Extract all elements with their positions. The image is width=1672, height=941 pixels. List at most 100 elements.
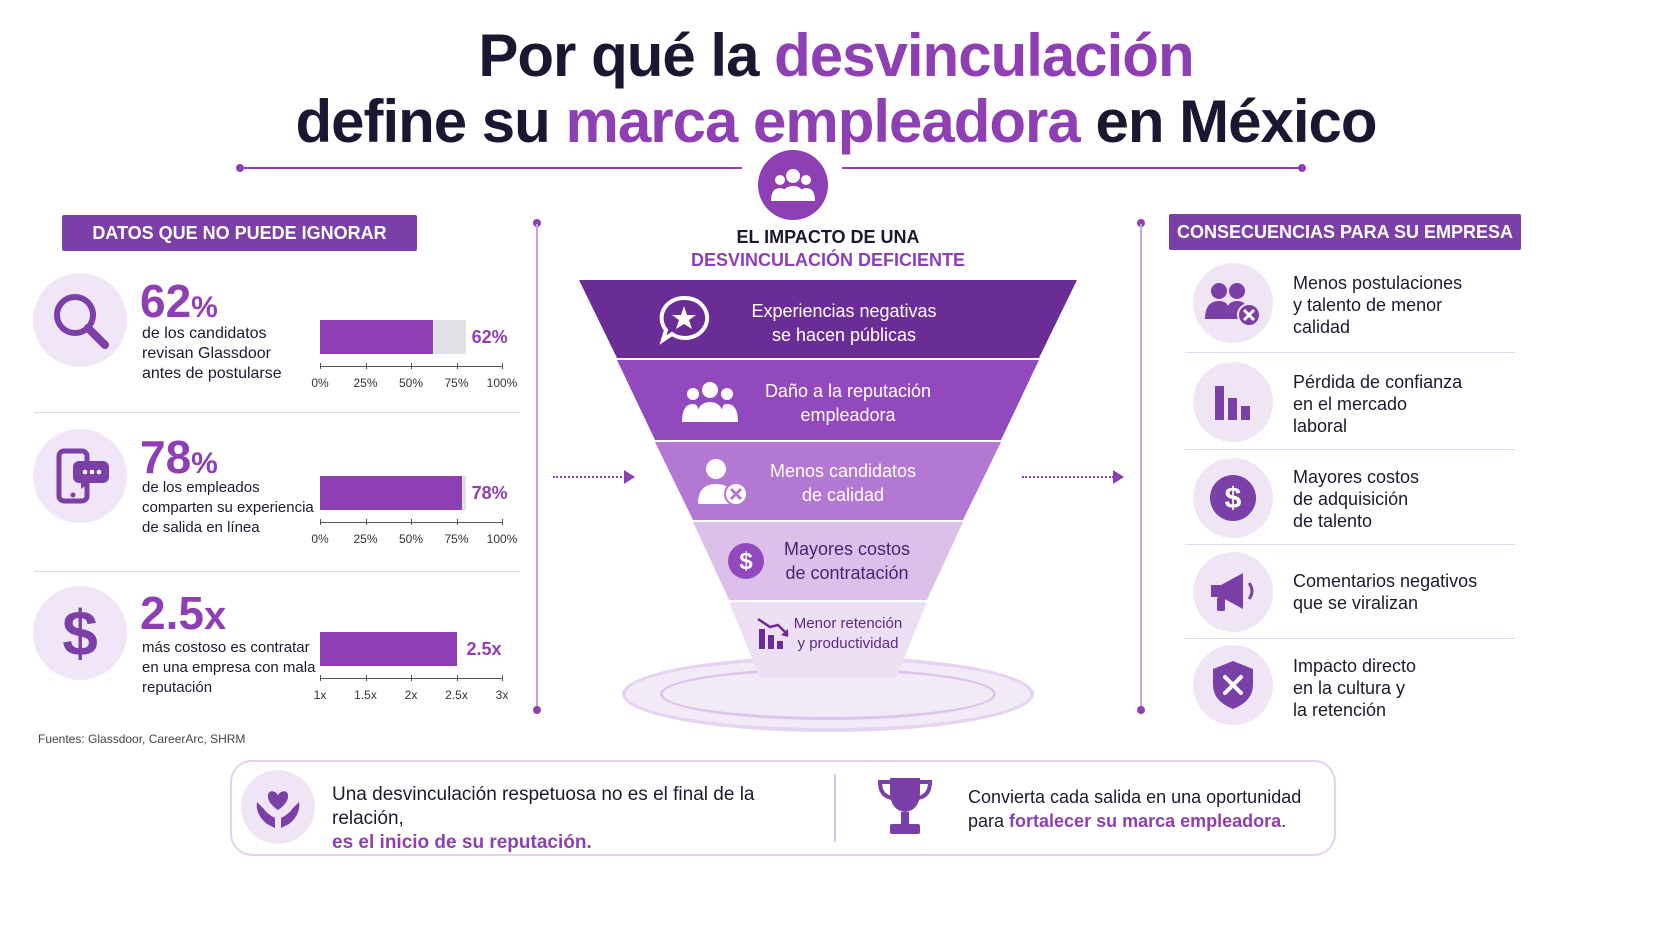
axis-tick-label: 0%	[311, 376, 329, 390]
axis-tick-label: 100%	[486, 376, 518, 390]
search-icon	[33, 273, 127, 367]
shield-x-icon	[1193, 645, 1273, 725]
bar-value-label: 2.5x	[466, 639, 502, 659]
bottom-message-box	[230, 760, 1336, 856]
funnel-level-4-text: Mayores costos de contratación	[783, 539, 911, 583]
title-highlight: marca empleadora	[565, 88, 1081, 155]
funnel-level-1	[579, 280, 1077, 358]
decline-chart-icon	[756, 615, 790, 656]
axis-tick-label: 1.5x	[354, 688, 377, 702]
svg-text:$: $	[1225, 482, 1242, 515]
axis-tick	[365, 519, 367, 525]
axis-tick	[502, 675, 503, 681]
axis-tick	[456, 675, 458, 681]
dollar-icon: $	[33, 586, 127, 680]
group-icon	[758, 150, 828, 220]
consequence-separator	[1185, 352, 1515, 353]
funnel-level-5	[729, 602, 927, 678]
title-divider-right	[842, 167, 1302, 169]
bottom-right-message: Convierta cada salida en una oportunidad…	[968, 787, 1302, 831]
axis-tick	[411, 675, 412, 681]
star-chat-icon	[656, 292, 712, 353]
axis-tick-label: 2.5x	[445, 688, 468, 702]
axis-tick	[365, 675, 367, 681]
heart-hands-icon	[241, 770, 315, 844]
axis-tick-label: 2x	[404, 688, 418, 702]
group-icon	[680, 380, 740, 429]
title-text: define su	[295, 88, 566, 155]
stat-number: 78%	[140, 431, 218, 483]
stat-separator	[34, 412, 520, 413]
bar-fill	[320, 632, 457, 666]
stat-number: 62%	[140, 275, 218, 327]
axis-tick	[456, 363, 458, 369]
stat-description: más costoso es contratar en una empresa c…	[142, 639, 316, 696]
funnel-level-5-text: Menor retención y productividad	[793, 615, 903, 652]
title-highlight: desvinculación	[774, 22, 1194, 89]
title-line-1: Por qué la desvinculación	[0, 26, 1672, 86]
axis-tick-label: 75%	[444, 376, 469, 390]
consequence-text: Menos postulaciones y talento de menor cal…	[1293, 273, 1463, 337]
axis-tick-label: 75%	[444, 532, 469, 546]
consequence-separator	[1185, 638, 1515, 639]
axis-tick	[456, 519, 458, 525]
user-x-icon	[696, 456, 752, 513]
arrow-left	[553, 476, 629, 478]
arrow-head	[624, 470, 635, 484]
funnel-level-4	[693, 522, 963, 600]
bar-fill	[320, 476, 462, 510]
divider-dot	[1298, 164, 1306, 172]
axis-tick-label: 25%	[353, 376, 378, 390]
users-x-icon	[1193, 263, 1273, 343]
axis-tick-label: 3x	[495, 688, 509, 702]
bar-value-label: 62%	[471, 327, 508, 347]
axis-tick	[502, 363, 503, 369]
axis-tick-label: 50%	[398, 532, 424, 546]
divider-dot	[533, 706, 541, 714]
divider-dot	[1137, 219, 1145, 227]
title-divider-left	[240, 167, 742, 169]
axis-tick	[502, 519, 503, 525]
title-text: Por qué la	[478, 22, 775, 89]
axis-tick-label: 1x	[313, 688, 327, 702]
funnel-level-2-text: Daño a la reputación empleadora	[764, 381, 932, 425]
consequence-text: Impacto directo en la cultura y la retenci…	[1293, 656, 1417, 720]
consequence-text: Comentarios negativos que se viralizan	[1293, 571, 1478, 613]
bar-decline-icon	[1193, 362, 1273, 442]
funnel-heading: EL IMPACTO DE UNA DESVINCULACIÓN DEFICIE…	[690, 227, 966, 270]
axis-tick	[320, 675, 321, 681]
arrow-right	[1022, 476, 1114, 478]
left-banner: DATOS QUE NO PUEDE IGNORAR	[62, 215, 417, 251]
column-divider	[536, 224, 538, 708]
consequence-text: Pérdida de confianza en el mercado laboral	[1293, 372, 1463, 436]
sources-note: Fuentes: Glassdoor, CareerArc, SHRM	[38, 732, 246, 746]
stat-description: de los empleados comparten su experiencia…	[142, 479, 314, 536]
right-banner: CONSECUENCIAS PARA SU EMPRESA	[1169, 214, 1521, 250]
dollar-coin-icon: $	[726, 541, 766, 586]
axis-tick-label: 25%	[353, 532, 378, 546]
consequence-separator	[1185, 449, 1515, 450]
bar-fill	[320, 320, 433, 354]
axis-tick	[411, 519, 412, 525]
bar-value-label: 78%	[471, 483, 508, 503]
trophy-icon	[876, 774, 934, 843]
stat-number: 2.5x	[140, 587, 227, 639]
svg-text:$: $	[739, 548, 753, 575]
stat-separator	[34, 571, 520, 572]
divider-dot	[533, 219, 541, 227]
dollar-circle-icon: $	[1193, 458, 1273, 538]
phone-chat-icon	[33, 429, 127, 523]
arrow-head	[1113, 470, 1124, 484]
axis-tick	[320, 363, 321, 369]
divider-dot	[1137, 706, 1145, 714]
consequence-separator	[1185, 544, 1515, 545]
axis-tick	[320, 519, 321, 525]
column-divider	[1140, 224, 1142, 708]
title-text: en México	[1079, 88, 1377, 155]
consequence-text: Mayores costos de adquisición de talento	[1293, 467, 1420, 531]
axis-tick-label: 50%	[398, 376, 424, 390]
megaphone-icon	[1193, 552, 1273, 632]
funnel-level-3-text: Menos candidatos de calidad	[769, 461, 917, 505]
axis-tick-label: 100%	[486, 532, 518, 546]
stat-description: de los candidatos revisan Glassdoor antes …	[142, 325, 282, 382]
